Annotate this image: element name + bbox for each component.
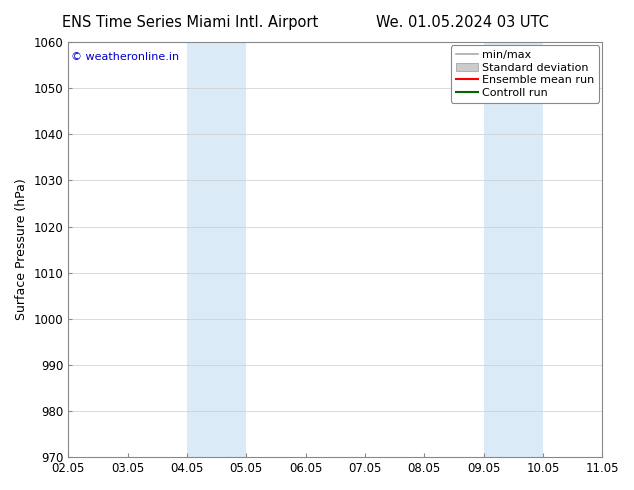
Bar	[484, 42, 543, 457]
Text: ENS Time Series Miami Intl. Airport: ENS Time Series Miami Intl. Airport	[62, 15, 318, 30]
Y-axis label: Surface Pressure (hPa): Surface Pressure (hPa)	[15, 179, 28, 320]
Bar	[187, 42, 246, 457]
Text: © weatheronline.in: © weatheronline.in	[71, 52, 179, 62]
Legend: min/max, Standard deviation, Ensemble mean run, Controll run: min/max, Standard deviation, Ensemble me…	[451, 46, 599, 102]
Text: We. 01.05.2024 03 UTC: We. 01.05.2024 03 UTC	[377, 15, 549, 30]
